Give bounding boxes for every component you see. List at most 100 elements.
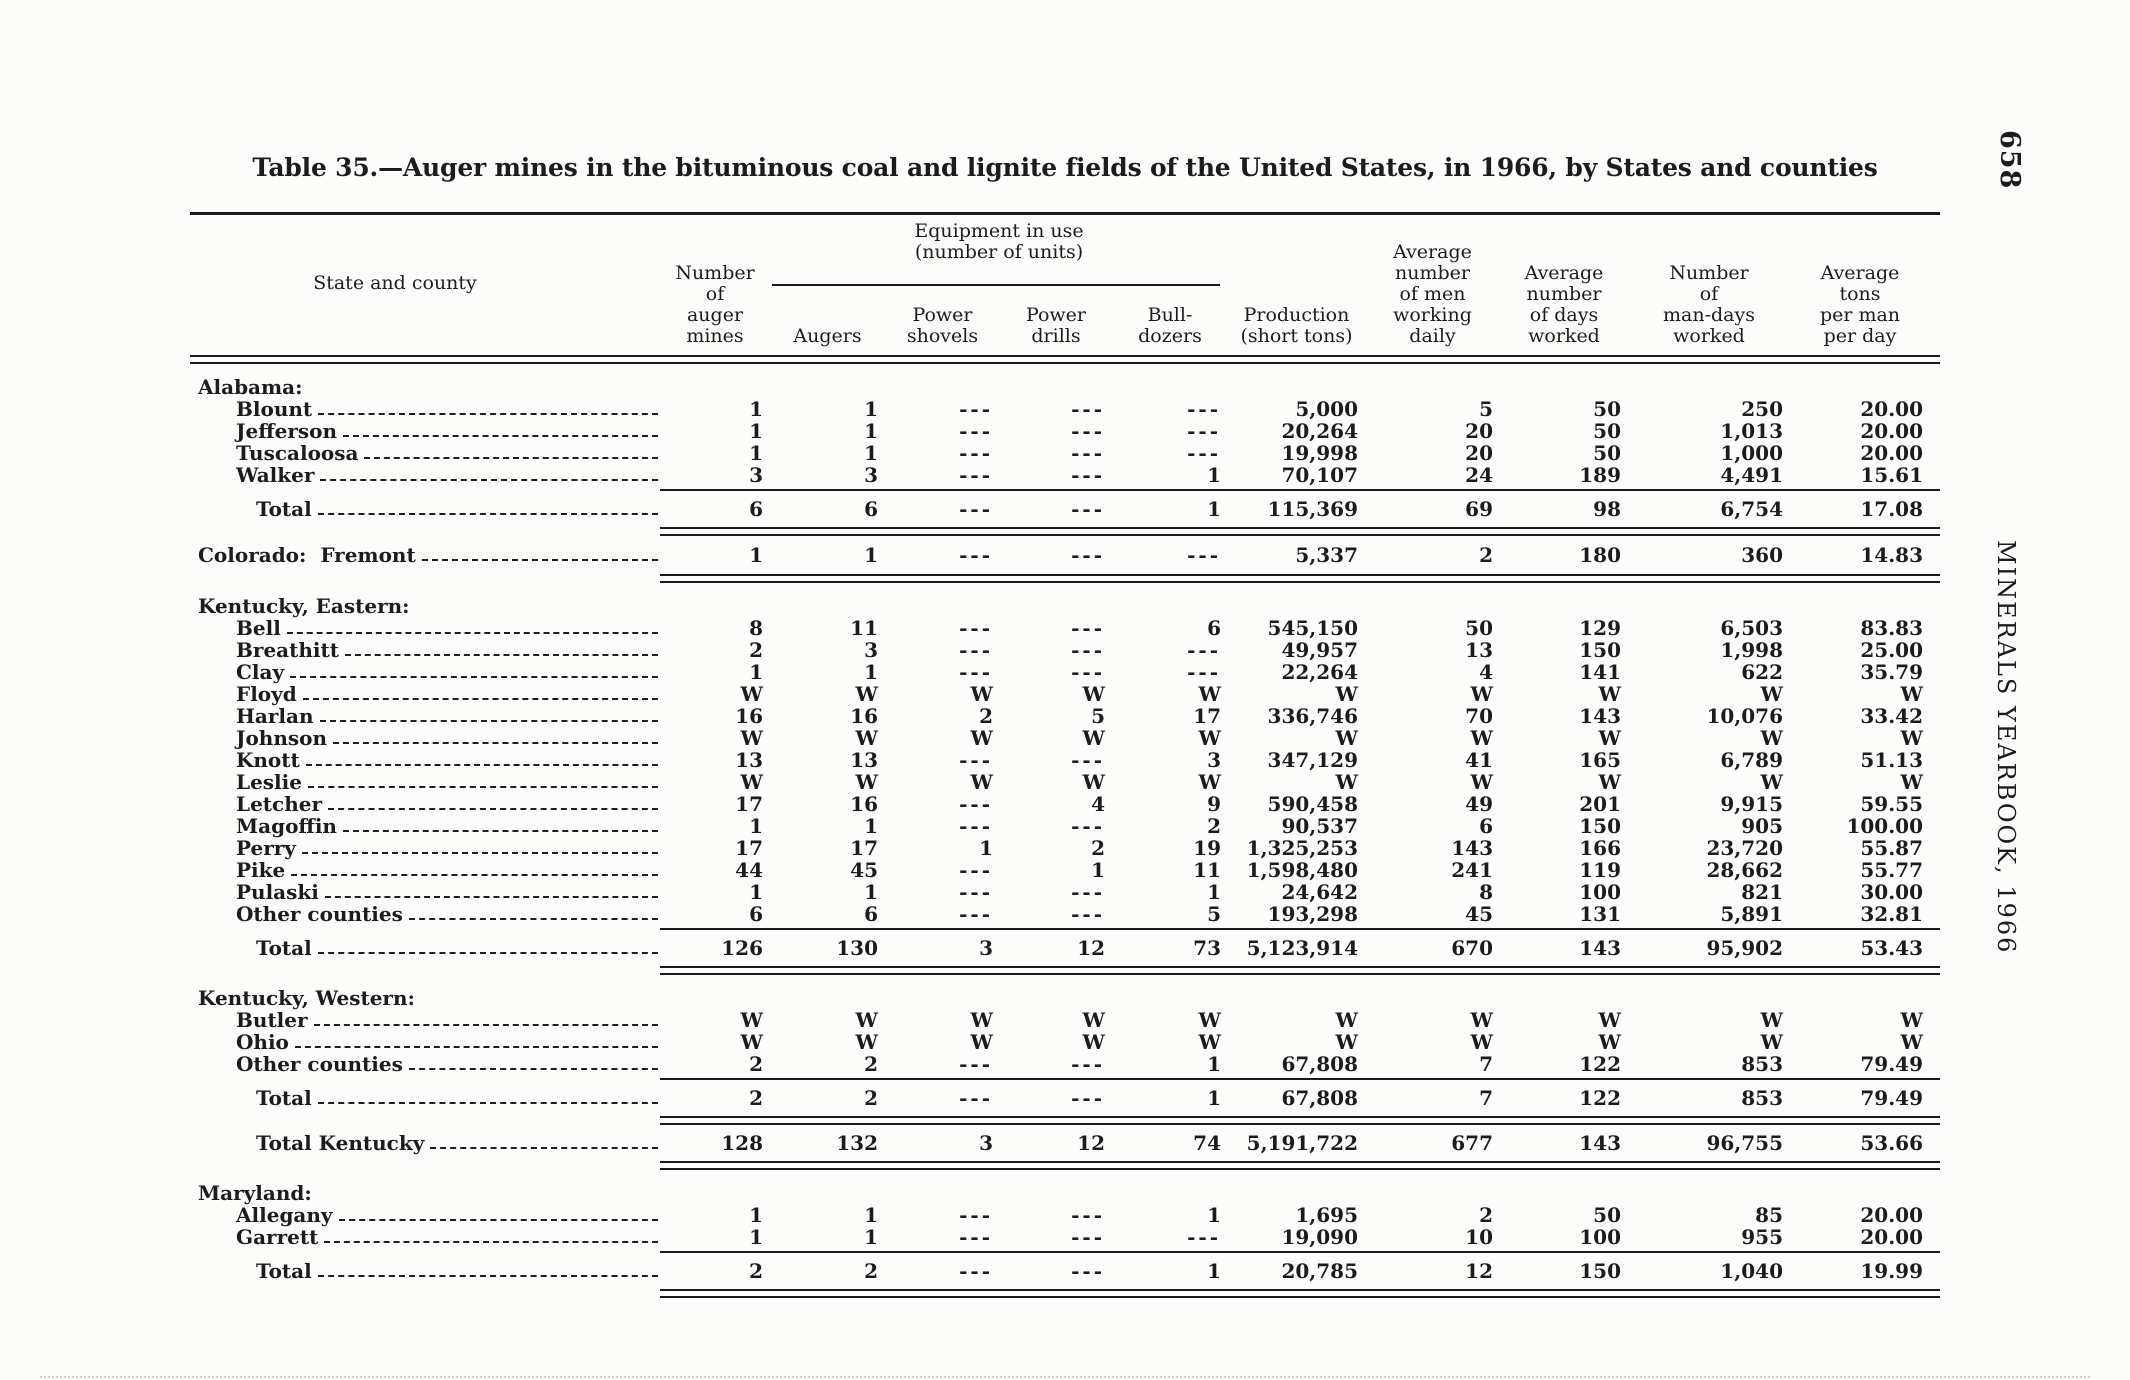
value-cell: 17.08: [1860, 497, 1923, 521]
value-cell: 1,000: [1720, 441, 1783, 465]
dotted-leader: [317, 1102, 658, 1104]
value-cell: ---: [959, 1086, 993, 1110]
dotted-leader: [342, 830, 658, 832]
value-cell: W: [1082, 1030, 1105, 1054]
value-cell: 129: [1579, 616, 1621, 640]
dotted-leader: [313, 1024, 658, 1026]
value-cell: 11: [1193, 858, 1221, 882]
value-cell: 90,537: [1281, 814, 1358, 838]
row-label-cell: Clay: [190, 661, 660, 683]
row-label-cell: Alabama:: [190, 376, 660, 398]
col-header-production: Production (short tons): [1240, 304, 1353, 347]
value-cell: W: [1598, 682, 1621, 706]
dotted-leader: [301, 852, 658, 854]
row-label: Pulaski: [236, 880, 319, 904]
value-cell: ---: [1071, 1086, 1105, 1110]
value-cell: 41: [1465, 748, 1493, 772]
value-cell: ---: [1071, 1203, 1105, 1227]
double-rule: [660, 574, 1940, 583]
col-header-state-county: State and county: [313, 271, 477, 294]
value-cell: ---: [959, 792, 993, 816]
value-cell: W: [1760, 1030, 1783, 1054]
dotted-leader: [320, 479, 658, 481]
value-cell: 2: [864, 1086, 878, 1110]
value-cell: 20: [1465, 441, 1493, 465]
value-cell: ---: [959, 463, 993, 487]
value-cell: 122: [1579, 1052, 1621, 1076]
row-label: Breathitt: [236, 638, 339, 662]
value-cell: 96,755: [1706, 1131, 1783, 1155]
value-cell: 3: [864, 463, 878, 487]
value-cell: W: [855, 726, 878, 750]
value-cell: W: [1900, 726, 1923, 750]
row-label: Leslie: [236, 770, 302, 794]
single-rule: [660, 1078, 1940, 1080]
row-label: Magoffin: [236, 814, 337, 838]
table-top-rule: [190, 212, 1940, 215]
value-cell: 1,325,253: [1246, 836, 1358, 860]
value-cell: 193,298: [1267, 902, 1358, 926]
value-cell: 12: [1465, 1259, 1493, 1283]
value-cell: W: [855, 1008, 878, 1032]
value-cell: W: [1082, 1008, 1105, 1032]
value-cell: 1: [1207, 1259, 1221, 1283]
section-label-row: Kentucky, Western:: [190, 987, 1940, 1009]
table-row: Pulaski 1 1 --- --- 1 24,642 8 100 821 30.00: [190, 881, 1940, 903]
value-cell: W: [1470, 770, 1493, 794]
row-label-cell: Perry: [190, 837, 660, 859]
row-label: Total: [256, 936, 312, 960]
value-cell: ---: [959, 880, 993, 904]
value-cell: W: [1335, 726, 1358, 750]
value-cell: 6: [749, 902, 763, 926]
value-cell: 14.83: [1860, 543, 1923, 567]
value-cell: W: [1760, 726, 1783, 750]
table-row: Breathitt 2 3 --- --- --- 49,957 13 150 1,998 25.0…: [190, 639, 1940, 661]
value-cell: 143: [1579, 936, 1621, 960]
row-label: Bell: [236, 616, 281, 640]
row-label: Maryland:: [198, 1181, 312, 1205]
value-cell: 1: [1207, 463, 1221, 487]
value-cell: 122: [1579, 1086, 1621, 1110]
value-cell: ---: [959, 397, 993, 421]
value-cell: 12: [1077, 1131, 1105, 1155]
value-cell: 336,746: [1267, 704, 1358, 728]
value-cell: 8: [1479, 880, 1493, 904]
value-cell: 55.77: [1860, 858, 1923, 882]
value-cell: 50: [1593, 1203, 1621, 1227]
value-cell: 5,891: [1720, 902, 1783, 926]
value-cell: ---: [1187, 419, 1221, 443]
value-cell: 4,491: [1720, 463, 1783, 487]
value-cell: 6,503: [1720, 616, 1783, 640]
value-cell: 23,720: [1706, 836, 1783, 860]
section-label-row: Alabama:: [190, 376, 1940, 398]
total-row: Total 2 2 --- --- 1 20,785 12 150 1,040 19.99: [190, 1260, 1940, 1282]
value-cell: 126: [721, 936, 763, 960]
value-cell: ---: [1071, 543, 1105, 567]
value-cell: 30.00: [1860, 880, 1923, 904]
value-cell: ---: [1071, 902, 1105, 926]
table-row: Perry 17 17 1 2 19 1,325,253 143 166 23,720 55.87: [190, 837, 1940, 859]
value-cell: 19.99: [1860, 1259, 1923, 1283]
value-cell: 5,123,914: [1246, 936, 1358, 960]
row-label: Total: [256, 1086, 312, 1110]
table-row: Letcher 17 16 --- 4 9 590,458 49 201 9,915 59.55: [190, 793, 1940, 815]
row-label-cell: Total: [190, 937, 660, 959]
row-label: Harlan: [236, 704, 314, 728]
value-cell: 20: [1465, 419, 1493, 443]
row-label: Knott: [236, 748, 300, 772]
value-cell: ---: [1071, 660, 1105, 684]
value-cell: 20,785: [1281, 1259, 1358, 1283]
value-cell: 1: [749, 660, 763, 684]
value-cell: W: [1198, 1030, 1221, 1054]
row-label: Butler: [236, 1008, 308, 1032]
value-cell: ---: [1071, 1052, 1105, 1076]
table-row: Walker 3 3 --- --- 1 70,107 24 189 4,491 15.61: [190, 464, 1940, 486]
value-cell: 13: [850, 748, 878, 772]
value-cell: 28,662: [1706, 858, 1783, 882]
value-cell: 6: [1207, 616, 1221, 640]
value-cell: 1: [864, 543, 878, 567]
value-cell: 20.00: [1860, 441, 1923, 465]
value-cell: 905: [1741, 814, 1783, 838]
value-cell: 13: [1465, 638, 1493, 662]
